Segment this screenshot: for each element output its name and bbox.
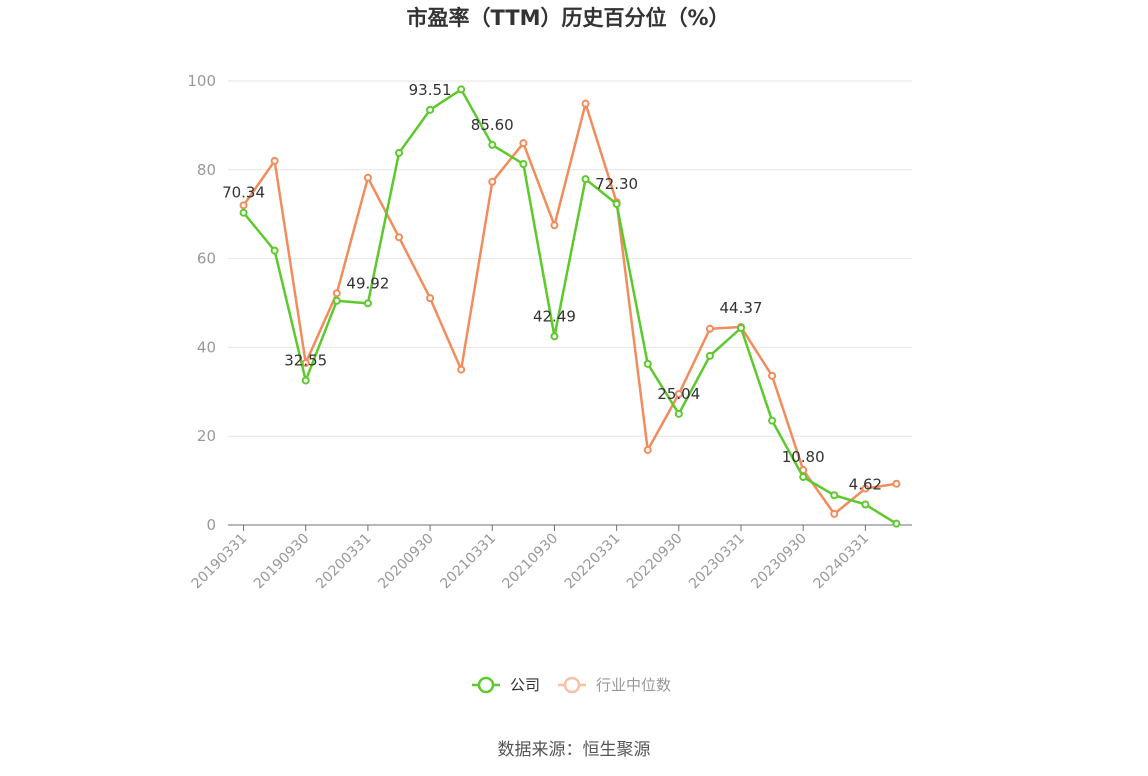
x-axis: 20190331 20190930 20200331 20200930 20210331… — [189, 524, 912, 593]
data-label: 44.37 — [720, 299, 763, 317]
data-label: 25.04 — [657, 385, 700, 403]
y-axis: 0 20 40 60 80 100 — [187, 72, 216, 534]
x-tick-label: 20200930 — [375, 531, 437, 593]
series-行业中位数 — [239, 99, 901, 518]
data-point — [426, 105, 435, 114]
data-point — [332, 296, 341, 305]
data-point — [550, 221, 559, 230]
data-point — [830, 509, 839, 518]
x-tick-label: 20190930 — [251, 531, 313, 593]
data-point — [239, 201, 248, 210]
data-point — [705, 351, 714, 360]
data-point — [861, 500, 870, 509]
x-tick-label: 20230930 — [748, 531, 810, 593]
data-label: 72.30 — [595, 175, 638, 193]
data-label: 4.62 — [849, 475, 882, 493]
data-point — [768, 416, 777, 425]
data-labels: 70.34 32.55 49.92 93.51 85.60 42.49 72.30 25.04… — [222, 81, 882, 494]
legend[interactable]: 公司 行业中位数 — [472, 676, 671, 694]
data-point — [612, 199, 621, 208]
data-point — [270, 246, 279, 255]
data-point — [395, 233, 403, 242]
x-tick-label: 20220930 — [624, 531, 686, 593]
y-tick-label: 60 — [197, 250, 216, 268]
data-point — [426, 294, 435, 303]
data-label: 42.49 — [533, 307, 576, 325]
data-point — [301, 376, 310, 385]
data-point — [488, 177, 497, 186]
data-point — [830, 491, 839, 500]
data-point — [239, 208, 248, 217]
data-point — [363, 173, 372, 182]
y-tick-label: 100 — [187, 72, 216, 90]
data-point — [457, 85, 466, 94]
y-tick-label: 80 — [197, 161, 216, 179]
data-point — [892, 479, 901, 488]
data-point — [519, 160, 528, 169]
data-point — [395, 148, 403, 157]
data-point — [674, 390, 683, 399]
data-point — [270, 156, 279, 165]
data-label: 85.60 — [471, 116, 514, 134]
y-tick-label: 40 — [197, 338, 216, 356]
chart-title: 市盈率（TTM）历史百分位（%） — [406, 6, 729, 30]
data-point — [581, 99, 590, 108]
data-label: 10.80 — [782, 448, 825, 466]
series-公司 — [239, 85, 901, 528]
legend-label: 公司 — [510, 676, 540, 694]
data-point — [488, 140, 497, 149]
x-tick-label: 20200331 — [313, 531, 375, 593]
data-label: 70.34 — [222, 184, 265, 202]
data-point — [861, 484, 870, 493]
data-point — [674, 409, 683, 418]
data-point — [519, 139, 528, 148]
legend-item[interactable]: 公司 — [472, 676, 540, 694]
data-label: 93.51 — [409, 81, 452, 99]
data-point — [457, 365, 466, 374]
legend-item[interactable]: 行业中位数 — [558, 676, 671, 694]
data-point — [768, 371, 777, 380]
y-tick-label: 20 — [197, 427, 216, 445]
data-point — [550, 332, 559, 341]
legend-label: 行业中位数 — [596, 676, 671, 694]
data-point — [643, 359, 652, 368]
x-tick-label: 20210331 — [437, 531, 499, 593]
data-point — [363, 299, 372, 308]
x-tick-label: 20240331 — [810, 531, 872, 593]
x-tick-label: 20230331 — [686, 531, 748, 593]
data-point — [892, 519, 901, 528]
data-point — [581, 175, 590, 184]
data-label: 32.55 — [284, 351, 327, 369]
data-point — [332, 289, 341, 298]
data-point — [737, 323, 745, 332]
data-point — [705, 324, 714, 333]
legend-marker — [477, 676, 495, 694]
y-tick-label: 0 — [206, 516, 216, 534]
series-group — [239, 85, 901, 528]
data-point — [643, 445, 652, 454]
data-label: 49.92 — [346, 274, 389, 292]
legend-marker — [563, 676, 581, 694]
source-note: 数据来源：恒生聚源 — [498, 740, 651, 760]
data-point — [799, 473, 808, 482]
x-tick-label: 20210930 — [500, 531, 562, 593]
series-line — [242, 102, 897, 516]
x-tick-label: 20190331 — [189, 531, 251, 593]
x-tick-label: 20220331 — [562, 531, 624, 593]
series-line — [242, 88, 898, 525]
